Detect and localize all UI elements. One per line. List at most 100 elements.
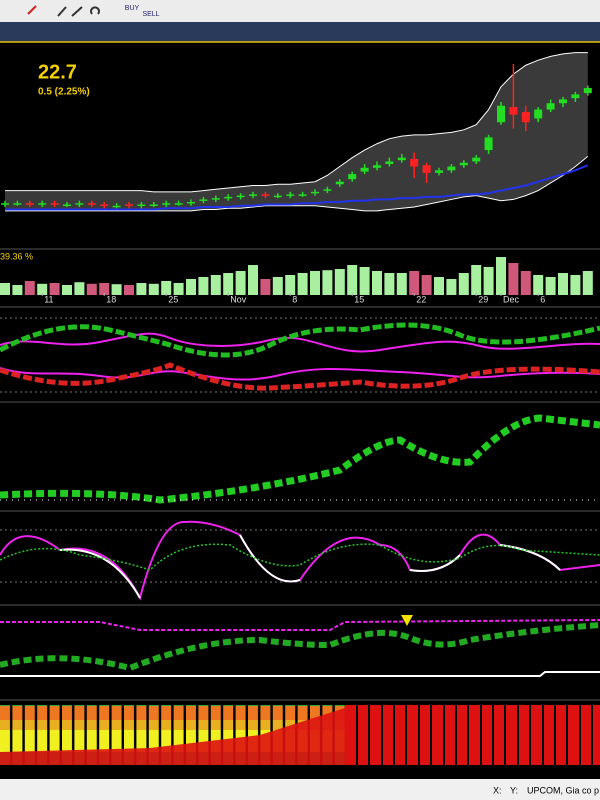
volume-bar (285, 275, 296, 295)
candle-body (224, 196, 233, 199)
sell-button[interactable]: SELL (142, 11, 159, 18)
candle-body (410, 158, 419, 167)
toolbar (0, 0, 600, 22)
candle-body (521, 112, 530, 123)
volume-bar (248, 265, 258, 295)
volume-bar (272, 277, 283, 295)
candle-body (112, 205, 121, 208)
candle-body (174, 203, 183, 205)
volume-bar (508, 263, 519, 295)
candle-body (559, 99, 567, 104)
volume-label: 39.36 % (0, 251, 33, 261)
candle-body (75, 203, 84, 205)
signal-marker (401, 615, 413, 626)
volume-bar (210, 275, 221, 295)
volume-bar (483, 267, 494, 295)
volume-bar (111, 284, 122, 295)
indicator-bars (0, 622, 600, 672)
x-tick-label: 8 (292, 294, 297, 304)
candle-body (199, 199, 208, 201)
last-price: 22.7 (38, 61, 77, 83)
candle-body (286, 194, 295, 196)
panel-borders (0, 248, 600, 701)
candle-body (273, 195, 282, 198)
candle-body (497, 105, 505, 123)
volume-bar (434, 277, 444, 295)
band-fill (5, 52, 588, 211)
volume-bar (173, 283, 184, 295)
volume-bar (359, 267, 370, 295)
tools[interactable] (57, 6, 100, 17)
volume-bar (99, 283, 110, 295)
indicator-bars (0, 414, 600, 504)
volume-bar (545, 277, 556, 295)
volume-bar (186, 279, 196, 295)
stochastic-d (0, 543, 600, 571)
buy-button[interactable]: BUY (125, 5, 140, 12)
x-tick-label: 6 (540, 294, 545, 304)
candle-body (323, 189, 332, 191)
volume-bar (409, 271, 420, 295)
candle-body (348, 174, 357, 180)
volume-bar (421, 275, 432, 295)
strength-bars (345, 705, 600, 765)
volume-bar (582, 271, 593, 295)
candle-body (38, 203, 47, 205)
candle-body (385, 161, 394, 164)
status-bar (0, 779, 600, 800)
volume-bar (62, 285, 72, 295)
guides (0, 317, 600, 583)
volume-bar (124, 285, 134, 295)
candle-body (125, 204, 133, 206)
volume-bar (458, 273, 469, 295)
stochastic-k-down (59, 534, 561, 599)
candle-body (25, 203, 34, 205)
candle-body (100, 204, 109, 206)
indicator-bars (0, 322, 600, 358)
volume-bar (372, 271, 382, 295)
stochastic-k (0, 520, 600, 601)
volume-bar (0, 283, 10, 295)
candle-body (63, 204, 71, 206)
candle-body (211, 198, 220, 200)
candle-body (484, 137, 493, 151)
volume-bar (37, 283, 48, 295)
x-tick-label: 11 (44, 294, 53, 304)
candle-body (87, 203, 96, 205)
volume-bar (148, 283, 159, 295)
candle-body (509, 107, 518, 115)
candle-body (459, 162, 468, 166)
x-tick-label: 15 (354, 294, 364, 304)
moving-average (5, 164, 589, 211)
x-tick-label: Nov (230, 294, 247, 304)
candle-body (13, 203, 22, 205)
volume-bar (260, 279, 271, 295)
volume-bar (49, 283, 60, 295)
x-tick-label: 25 (168, 294, 178, 304)
candle-body (447, 166, 456, 171)
volume-bar (86, 283, 97, 295)
header-strip (0, 22, 600, 42)
volume-bar (471, 265, 482, 295)
volume-bar (12, 285, 23, 295)
volume-bar (322, 270, 333, 295)
volume-bar (235, 271, 246, 295)
candle-body (335, 181, 344, 185)
candle-body (546, 103, 555, 110)
candle-body (373, 165, 381, 168)
upper-band (5, 52, 588, 193)
volume-bar (384, 273, 395, 295)
candle-body (162, 203, 171, 205)
candle-body (397, 157, 406, 161)
draw-tool[interactable] (27, 5, 37, 15)
x-tick-label: 18 (106, 294, 116, 304)
volume-bar (223, 273, 234, 295)
volume-bar (198, 277, 209, 295)
volume-bar (496, 257, 506, 295)
bar-gaps (356, 705, 593, 765)
candle-body (187, 201, 195, 204)
candle-body (50, 203, 59, 205)
candle-body (149, 204, 158, 206)
